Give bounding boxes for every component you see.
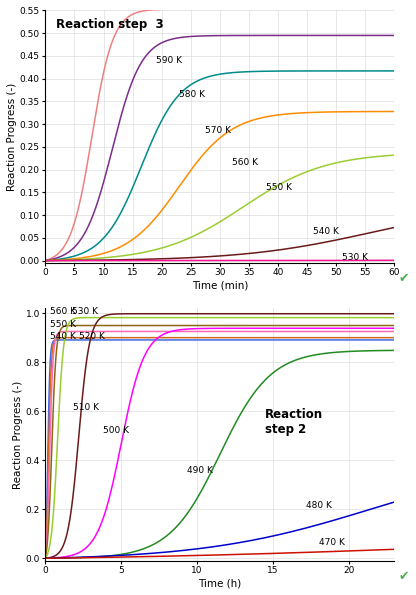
Text: ✔: ✔ [399,570,409,583]
Text: Reaction
step 2: Reaction step 2 [265,408,323,436]
Text: Reaction step  3: Reaction step 3 [56,18,163,31]
Text: ✔: ✔ [399,273,409,285]
Text: 470 K: 470 K [319,538,344,547]
Text: 490 K: 490 K [186,465,213,475]
Text: 550 K: 550 K [266,183,292,192]
Y-axis label: Reaction Progress (-): Reaction Progress (-) [13,380,23,488]
Text: 590 K: 590 K [156,56,182,65]
Text: 560 K: 560 K [50,308,76,317]
Text: 540 K: 540 K [50,332,76,341]
Text: 520 K: 520 K [79,332,105,341]
X-axis label: Time (h): Time (h) [198,578,242,588]
Text: 550 K: 550 K [50,320,76,329]
Text: 530 K: 530 K [342,253,368,262]
Text: 570 K: 570 K [206,127,231,136]
Text: 530 K: 530 K [72,308,98,317]
Text: 480 K: 480 K [306,501,332,510]
Text: 540 K: 540 K [313,227,339,236]
Text: 560 K: 560 K [232,158,258,167]
X-axis label: Time (min): Time (min) [192,280,248,290]
Text: 510 K: 510 K [73,403,99,412]
Text: 580 K: 580 K [179,90,205,99]
Text: 500 K: 500 K [103,427,129,436]
Y-axis label: Reaction Progress (-): Reaction Progress (-) [7,83,17,191]
